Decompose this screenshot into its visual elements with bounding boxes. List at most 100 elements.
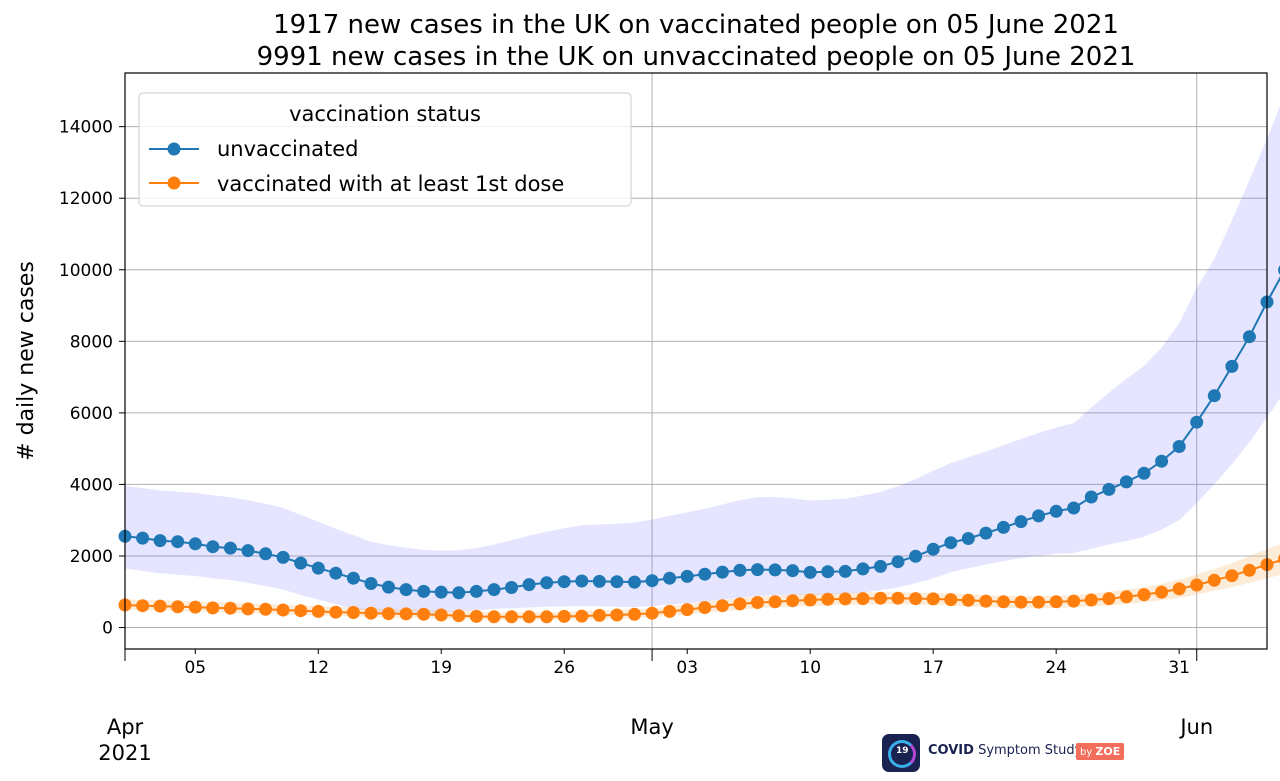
y-tick-label: 14000 <box>59 118 113 138</box>
data-point-unvaccinated <box>1225 359 1239 373</box>
x-minor-tick-label: 26 <box>553 658 575 678</box>
data-point-vaccinated <box>188 600 202 614</box>
data-point-unvaccinated <box>241 544 255 558</box>
data-point-unvaccinated <box>680 569 694 583</box>
data-point-unvaccinated <box>382 580 395 594</box>
y-tick-label: 8000 <box>70 332 113 352</box>
data-point-vaccinated <box>136 599 150 613</box>
x-major-tick-label: May <box>630 715 673 739</box>
y-tick-label: 12000 <box>59 189 113 209</box>
data-point-unvaccinated <box>768 563 782 577</box>
data-point-vaccinated <box>961 593 975 607</box>
data-point-vaccinated <box>856 592 870 606</box>
data-point-unvaccinated <box>1172 440 1186 453</box>
data-point-vaccinated <box>364 606 378 620</box>
data-point-unvaccinated <box>1242 330 1256 344</box>
data-point-unvaccinated <box>645 574 659 588</box>
series-points <box>118 265 1280 624</box>
data-point-vaccinated <box>452 609 466 623</box>
y-tick-label: 4000 <box>70 475 113 495</box>
data-point-unvaccinated <box>803 565 817 579</box>
x-minor-tick-label: 10 <box>799 658 821 678</box>
data-point-unvaccinated <box>188 537 202 551</box>
data-point-unvaccinated <box>1155 454 1169 468</box>
data-point-vaccinated <box>698 601 712 614</box>
legend-marker-unvaccinated <box>167 142 181 156</box>
x-minor-tick-label: 31 <box>1168 658 1190 678</box>
data-point-unvaccinated <box>1119 475 1133 489</box>
data-point-vaccinated <box>557 609 571 623</box>
data-point-unvaccinated <box>417 584 431 598</box>
data-point-unvaccinated <box>1207 389 1221 403</box>
x-year-label: 2021 <box>98 741 151 765</box>
data-point-vaccinated <box>311 604 325 618</box>
data-point-vaccinated <box>803 593 817 607</box>
data-point-vaccinated <box>153 599 167 613</box>
data-point-vaccinated <box>733 597 747 611</box>
x-minor-tick-label: 12 <box>307 658 329 678</box>
x-minor-tick-label: 24 <box>1045 658 1067 678</box>
data-point-unvaccinated <box>346 571 360 585</box>
data-point-vaccinated <box>346 606 360 619</box>
x-minor-tick-label: 19 <box>430 658 452 678</box>
data-point-unvaccinated <box>698 567 712 581</box>
data-point-unvaccinated <box>223 541 237 555</box>
data-point-vaccinated <box>505 610 518 624</box>
data-point-unvaccinated <box>1190 415 1204 429</box>
data-point-unvaccinated <box>294 556 308 570</box>
data-point-vaccinated <box>259 602 273 616</box>
x-minor-tick-label: 05 <box>184 658 206 678</box>
data-point-unvaccinated <box>926 542 940 556</box>
data-point-vaccinated <box>891 591 905 605</box>
data-point-vaccinated <box>944 593 958 607</box>
data-point-vaccinated <box>540 610 554 624</box>
y-tick-label: 2000 <box>70 547 113 567</box>
data-point-vaccinated <box>926 592 940 606</box>
data-point-vaccinated <box>487 610 501 624</box>
data-point-unvaccinated <box>944 536 958 550</box>
data-point-vaccinated <box>417 607 431 621</box>
data-point-unvaccinated <box>522 578 536 592</box>
data-point-unvaccinated <box>592 574 606 588</box>
y-tick-label: 6000 <box>70 404 113 424</box>
data-point-unvaccinated <box>540 576 554 590</box>
legend-label-unvaccinated: unvaccinated <box>217 137 359 161</box>
data-point-vaccinated <box>838 592 852 606</box>
legend-marker-vaccinated <box>167 176 181 190</box>
x-major-tick-label: Apr <box>107 715 144 739</box>
data-point-vaccinated <box>1067 594 1081 608</box>
data-point-unvaccinated <box>206 540 220 554</box>
data-point-vaccinated <box>1049 595 1063 609</box>
data-point-vaccinated <box>206 601 220 615</box>
data-point-vaccinated <box>276 603 290 617</box>
data-point-vaccinated <box>592 608 606 622</box>
data-point-vaccinated <box>1190 578 1204 592</box>
data-point-unvaccinated <box>259 547 273 561</box>
data-point-vaccinated <box>241 602 255 616</box>
data-point-vaccinated <box>1137 588 1151 602</box>
data-point-unvaccinated <box>1032 509 1046 523</box>
covid-symptom-study-logo: 19 COVID Symptom Study by ZOE <box>882 734 1134 772</box>
data-point-unvaccinated <box>487 583 501 597</box>
data-point-vaccinated <box>645 606 659 620</box>
data-point-unvaccinated <box>557 575 571 589</box>
zoe-badge: by ZOE <box>1076 743 1125 760</box>
data-point-vaccinated <box>715 599 729 613</box>
data-point-unvaccinated <box>838 564 852 578</box>
data-point-unvaccinated <box>733 563 747 577</box>
data-point-vaccinated <box>751 596 764 609</box>
chart-title-line-2: 9991 new cases in the UK on unvaccinated… <box>256 42 1136 72</box>
data-point-unvaccinated <box>821 565 835 579</box>
data-point-vaccinated <box>294 604 308 618</box>
data-point-unvaccinated <box>311 561 325 575</box>
data-point-vaccinated <box>522 610 536 624</box>
data-point-unvaccinated <box>961 532 975 545</box>
data-point-unvaccinated <box>434 585 448 599</box>
data-point-vaccinated <box>610 608 624 622</box>
data-point-unvaccinated <box>715 565 729 579</box>
data-point-unvaccinated <box>329 566 343 580</box>
legend-title: vaccination status <box>289 102 481 126</box>
data-point-unvaccinated <box>628 575 641 589</box>
